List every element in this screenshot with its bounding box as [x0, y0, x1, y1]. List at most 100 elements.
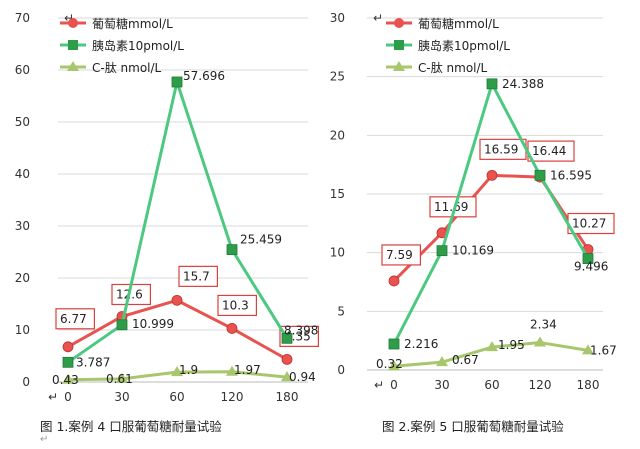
data-label: 3.787	[76, 355, 110, 369]
data-label: 1.95	[498, 338, 525, 352]
data-point	[116, 319, 128, 331]
data-label: 15.7	[183, 269, 210, 283]
data-point	[486, 341, 498, 352]
data-label: 0.32	[376, 357, 403, 371]
data-label: 10.3	[222, 298, 249, 312]
data-label: 2.34	[530, 318, 557, 332]
data-label: 0.61	[106, 372, 133, 386]
x-tick-label: 60	[169, 390, 184, 404]
paragraph-mark: ↵	[374, 378, 384, 392]
figure-2-caption: 图 2.案例 5 口服葡萄糖耐量试验	[382, 419, 564, 434]
data-point	[226, 244, 238, 256]
legend-label: 胰岛素10pmol/L	[92, 38, 184, 53]
legend-marker	[394, 40, 404, 50]
legend-label: 葡萄糖mmol/L	[92, 16, 173, 31]
data-label: 10.27	[572, 216, 606, 230]
x-tick-label: 120	[221, 390, 244, 404]
series-line-2	[392, 82, 590, 345]
y-tick-label: 5	[337, 304, 345, 318]
chart-2: 0 5 10 15 20 25 30 0 30 60 120 180 7.59 11.69 16.59 16.…	[330, 11, 617, 392]
data-point	[62, 341, 74, 353]
data-point	[534, 169, 546, 181]
legend-marker	[393, 61, 405, 71]
y-tick-label: 30	[330, 11, 345, 25]
data-label: 1.97	[234, 363, 261, 377]
legend-label: 葡萄糖mmol/L	[418, 16, 499, 31]
data-label: 1.67	[590, 343, 617, 357]
data-label: 8.398	[284, 323, 318, 337]
y-tick-label: 30	[15, 219, 30, 233]
data-point	[226, 365, 238, 376]
y-tick-label: 0	[337, 363, 345, 377]
data-point	[171, 366, 183, 377]
data-label: 7.59	[386, 248, 413, 262]
x-tick-label: 0	[64, 390, 72, 404]
data-point	[388, 275, 400, 287]
data-point	[171, 76, 183, 88]
y-tick-label: 20	[15, 271, 30, 285]
series-line-2	[67, 80, 289, 364]
data-label: 16.59	[484, 142, 518, 156]
data-label: 25.459	[240, 233, 282, 247]
series-line-1	[392, 173, 590, 283]
data-label: 0.94	[289, 370, 316, 384]
data-label: 10.169	[452, 244, 494, 258]
data-point	[281, 353, 293, 365]
data-point	[582, 253, 594, 264]
x-tick-label: 30	[434, 378, 449, 392]
data-label: 24.388	[502, 77, 544, 91]
data-label: 16.44	[532, 144, 566, 158]
data-point	[116, 372, 128, 383]
data-point	[436, 245, 448, 257]
legend-marker	[68, 18, 78, 28]
data-point	[436, 356, 448, 367]
data-point	[388, 338, 400, 350]
y-tick-label: 70	[15, 11, 30, 25]
x-tick-label: 0	[390, 378, 398, 392]
data-label-box	[55, 308, 96, 330]
data-point	[62, 356, 74, 368]
paragraph-mark: ↵	[40, 434, 49, 445]
legend-label: 胰岛素10pmol/L	[418, 38, 510, 53]
legend-marker	[68, 40, 78, 50]
y-tick-label: 60	[15, 63, 30, 77]
data-label: 16.595	[550, 168, 592, 182]
data-label: 10.999	[132, 317, 174, 331]
legend-marker	[394, 18, 404, 28]
y-tick-label: 0	[22, 375, 30, 389]
y-tick-label: 50	[15, 115, 30, 129]
legend-label: C-肽 nmol/L	[92, 60, 162, 75]
data-label: 2.216	[404, 337, 438, 351]
data-label-box	[381, 244, 422, 266]
legend-label: C-肽 nmol/L	[418, 60, 488, 75]
data-point	[486, 169, 498, 181]
data-label: 6.77	[60, 312, 87, 326]
paragraph-mark: ↵	[373, 11, 383, 25]
x-tick-label: 180	[276, 390, 299, 404]
y-tick-label: 15	[330, 187, 345, 201]
data-point	[62, 373, 74, 384]
paragraph-mark: ↵	[64, 11, 74, 25]
x-tick-label: 60	[484, 378, 499, 392]
data-point	[226, 323, 238, 334]
data-label: 9.496	[574, 260, 608, 274]
data-point	[486, 78, 498, 90]
x-tick-label: 120	[529, 378, 552, 392]
data-label: 0.67	[452, 353, 479, 367]
data-point	[388, 360, 400, 371]
data-point	[281, 371, 293, 382]
figure-1-caption: 图 1.案例 4 口服葡萄糖耐量试验	[40, 419, 222, 434]
data-label-box	[178, 265, 219, 287]
data-label-box	[217, 294, 258, 317]
data-label: 11.69	[434, 200, 468, 214]
y-tick-label: 40	[15, 167, 30, 181]
data-label: 57.696	[183, 69, 225, 83]
data-point	[171, 294, 183, 306]
data-point	[582, 344, 594, 355]
y-tick-label: 25	[330, 70, 345, 84]
data-point	[281, 332, 293, 344]
x-tick-label: 30	[114, 390, 129, 404]
data-label: 1.9	[179, 363, 198, 377]
